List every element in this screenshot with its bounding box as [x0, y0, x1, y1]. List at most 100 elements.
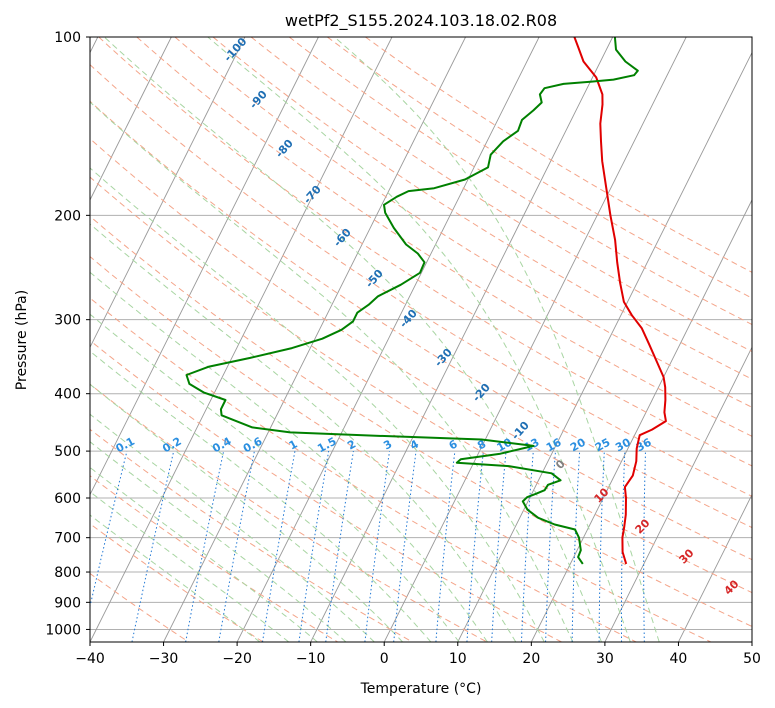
- moist-adiabat-line: [90, 441, 347, 642]
- dry-adiabat-line: [90, 64, 752, 497]
- sounding-series: [185, 37, 667, 565]
- dry-adiabat-line: [90, 138, 752, 561]
- y-tick-label: 800: [54, 565, 81, 581]
- dry-adiabat-line: [90, 215, 752, 628]
- isotherm-grid: [90, 37, 752, 642]
- mixing-ratio-line: [643, 451, 646, 642]
- moist-adiabat-line: [90, 271, 488, 642]
- mixing-ratio-label: 3: [381, 437, 394, 452]
- dry-adiabat-line: [365, 37, 752, 273]
- mixing-ratio-line: [218, 451, 255, 642]
- x-tick-label: 50: [743, 651, 761, 667]
- x-axis-label: Temperature (°C): [360, 681, 482, 697]
- mixing-ratio-line: [466, 451, 484, 642]
- dry-adiabat-line: [90, 339, 562, 642]
- y-tick-label: 700: [54, 531, 81, 547]
- mixing-ratio-label: 25: [593, 436, 613, 455]
- dry-adiabat-line: [90, 100, 752, 529]
- y-tick-label: 300: [54, 313, 81, 329]
- dry-adiabat-line: [90, 523, 264, 642]
- moist-adiabat-line: [90, 466, 318, 642]
- mixing-ratio-line: [262, 451, 296, 642]
- dry-adiabat-line: [90, 475, 339, 642]
- dry-adiabat-label: 20: [633, 516, 653, 536]
- moist-adiabat-line: [90, 350, 432, 642]
- dry-adiabat-line: [90, 428, 413, 642]
- dry-adiabat-label: 40: [722, 577, 742, 597]
- mixing-ratio-label: 0.1: [114, 435, 137, 456]
- x-tick-label: −20: [222, 651, 252, 667]
- mixing-ratio-line: [325, 451, 354, 642]
- plot-frame: [89, 36, 753, 643]
- dry-adiabat-line: [327, 37, 752, 299]
- moist-adiabat-line: [103, 37, 602, 642]
- chart-title: wetPf2_S155.2024.103.18.02.R08: [285, 11, 557, 31]
- x-tick-label: 30: [596, 651, 614, 667]
- x-tick-label: 0: [380, 651, 389, 667]
- moist-adiabat-label: -90: [247, 88, 270, 112]
- isobar-grid: [90, 37, 752, 630]
- mixing-ratio-label: 1.5: [315, 435, 338, 456]
- y-tick-label: 400: [54, 387, 81, 403]
- moist-adiabat-line: [90, 491, 290, 642]
- mixing-ratio-line: [435, 451, 456, 642]
- moist-adiabat-line: [334, 37, 660, 642]
- mixing-ratio-label: 0.4: [210, 434, 234, 455]
- y-tick-label: 600: [54, 491, 81, 507]
- temperature-profile-line: [573, 37, 667, 565]
- moist-adiabat-label: -20: [470, 381, 493, 405]
- y-tick-label: 200: [54, 208, 81, 224]
- moist-adiabat-label: -50: [363, 267, 386, 291]
- moist-adiabat-label: -100: [221, 35, 249, 64]
- mixing-ratio-label: 2: [345, 437, 358, 452]
- mixing-ratio-line: [598, 451, 605, 642]
- mixing-ratio-line: [90, 450, 128, 609]
- moist-adiabat-line: [90, 413, 375, 642]
- dry-adiabat-line: [136, 37, 752, 437]
- dry-adiabat-label: 30: [677, 546, 697, 566]
- reference-line-labels: 0.1 0.2 0.4 0.6 1 1.5 2 3 4 6 8 10 13 16 20 25 30 36-100-…: [114, 35, 742, 598]
- dry-adiabat-line: [288, 37, 752, 326]
- x-tick-label: −10: [296, 651, 326, 667]
- moist-adiabat-line: [90, 223, 517, 642]
- moist-adiabat-line: [207, 37, 631, 642]
- x-tick-label: 20: [522, 651, 540, 667]
- x-tick-label: −30: [149, 651, 179, 667]
- moist-adiabat-label: -70: [301, 183, 324, 207]
- plot-area: 0.1 0.2 0.4 0.6 1 1.5 2 3 4 6 8 10 13 16 20 25 30 36-100-…: [90, 35, 752, 642]
- x-axis-ticks: −40 −30 −20 −10 0 10 20 30 40 50: [75, 642, 761, 667]
- isotherm-line: [90, 37, 246, 349]
- isotherm-line: [678, 493, 752, 642]
- dry-adiabats: [90, 37, 752, 642]
- isotherm-line: [163, 37, 466, 642]
- x-tick-label: 10: [449, 651, 467, 667]
- moist-adiabat-label: -80: [273, 137, 296, 161]
- moist-adiabat-line: [90, 383, 403, 642]
- y-axis-ticks: 100 200 300 400 500 600 700 800 900 1000: [45, 30, 90, 638]
- mixing-ratio-label: 0.6: [241, 434, 265, 455]
- mixing-ratio-line: [571, 451, 581, 642]
- x-tick-label: −40: [75, 651, 105, 667]
- y-tick-label: 500: [54, 444, 81, 460]
- mixing-ratio-line: [131, 450, 175, 642]
- moist-adiabat-line: [90, 313, 460, 642]
- dry-adiabat-line: [90, 255, 712, 642]
- y-tick-label: 100: [54, 30, 81, 46]
- isotherm-line: [751, 640, 752, 642]
- isotherm-line: [90, 37, 172, 201]
- dewpoint-profile-line: [185, 37, 639, 565]
- x-tick-label: 40: [670, 651, 688, 667]
- y-tick-label: 1000: [45, 622, 81, 638]
- isotherm-line: [604, 346, 752, 642]
- isotherm-line: [90, 37, 393, 642]
- mixing-ratio-line: [491, 451, 507, 642]
- mixing-ratio-line: [364, 451, 390, 642]
- moist-adiabat-label: -40: [397, 307, 420, 331]
- isotherm-line: [90, 37, 319, 496]
- dry-adiabat-line: [174, 37, 752, 408]
- dry-adiabat-line: [212, 37, 752, 380]
- isotherm-line: [530, 198, 752, 642]
- mixing-ratio-label: 4: [408, 437, 421, 452]
- dry-adiabat-line: [98, 37, 752, 467]
